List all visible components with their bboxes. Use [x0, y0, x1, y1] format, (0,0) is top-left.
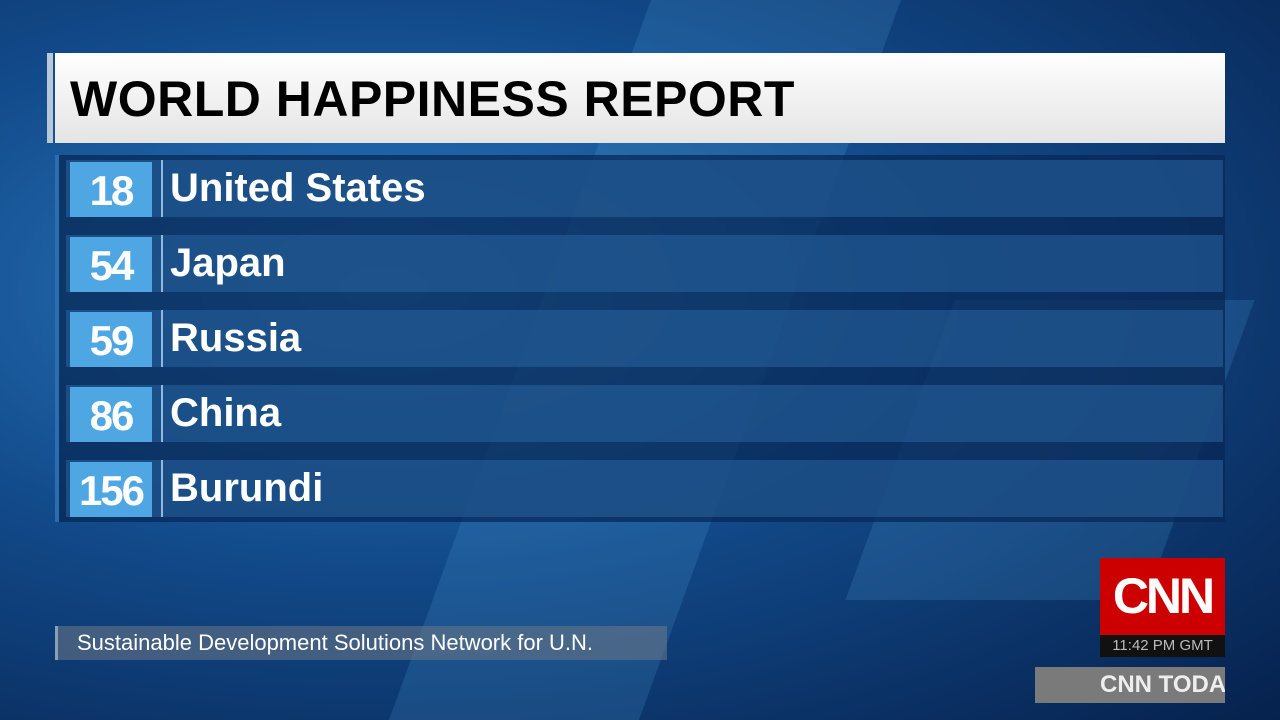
table-row: 59 Russia	[66, 310, 1223, 367]
divider	[161, 235, 163, 292]
divider	[161, 310, 163, 367]
title-bar: WORLD HAPPINESS REPORT	[55, 53, 1225, 143]
ticker: CNN TODA	[1100, 671, 1225, 698]
country: Japan	[170, 241, 286, 285]
divider	[161, 385, 163, 442]
source: Sustainable Development Solutions Networ…	[77, 630, 594, 655]
table-row: 156 Burundi	[66, 460, 1223, 517]
rank: 18	[70, 162, 152, 217]
divider	[161, 460, 163, 517]
rank: 59	[70, 312, 152, 367]
rank: 86	[70, 387, 152, 442]
table-row: 86 China	[66, 385, 1223, 442]
table-row: 18 United States	[66, 160, 1223, 217]
country: Russia	[170, 316, 302, 360]
rank: 156	[70, 462, 152, 517]
country: China	[170, 391, 282, 435]
rank: 54	[70, 237, 152, 292]
table-row: 54 Japan	[66, 235, 1223, 292]
network-logo: CNN	[1100, 558, 1225, 635]
source-box: Sustainable Development Solutions Networ…	[55, 626, 667, 660]
title: WORLD HAPPINESS REPORT	[70, 71, 795, 127]
ranking-panel: 18 United States 54 Japan 59 Russia 86 China 156…	[55, 155, 1225, 522]
title-accent	[47, 53, 53, 143]
time: 11:42 PM GMT	[1100, 635, 1225, 657]
ticker-box: CNN TODA	[1035, 667, 1225, 703]
country: United States	[170, 166, 426, 210]
divider	[161, 160, 163, 217]
country: Burundi	[170, 466, 324, 510]
